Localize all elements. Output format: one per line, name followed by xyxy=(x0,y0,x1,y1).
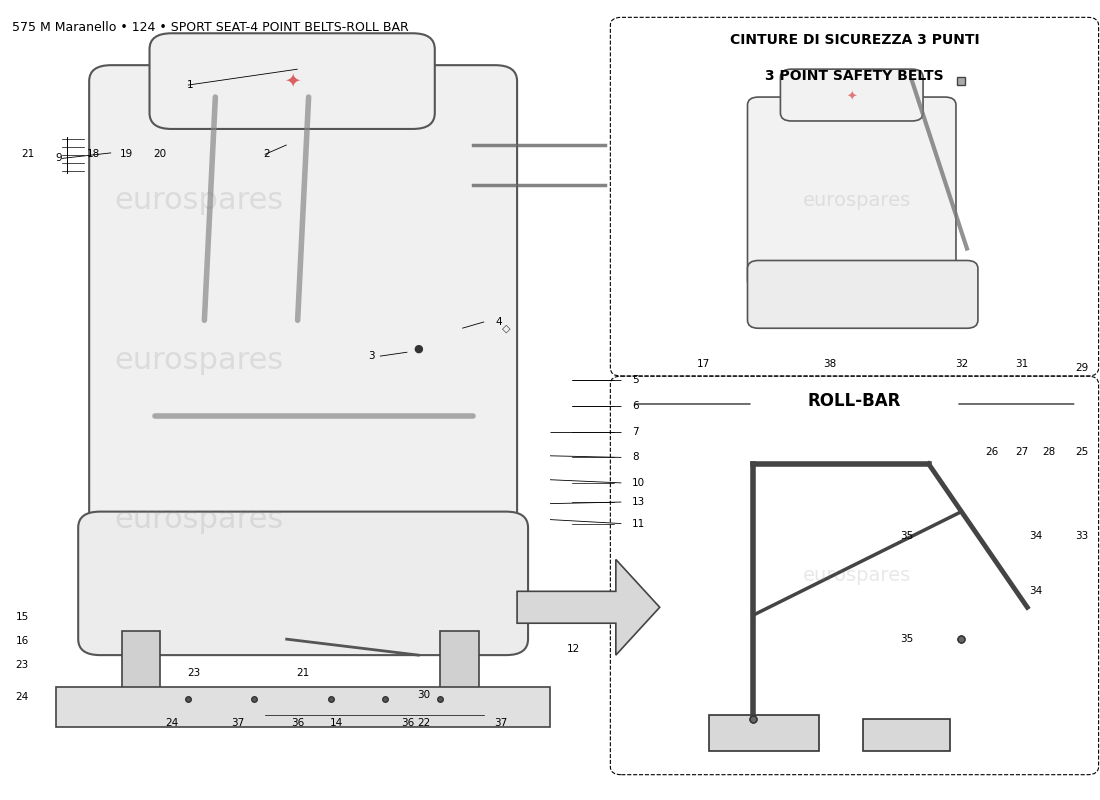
Text: 17: 17 xyxy=(697,359,711,369)
Text: 34: 34 xyxy=(1030,586,1043,596)
Text: 575 M Maranello • 124 • SPORT SEAT-4 POINT BELTS-ROLL BAR: 575 M Maranello • 124 • SPORT SEAT-4 POI… xyxy=(12,22,409,34)
Polygon shape xyxy=(122,631,161,695)
FancyBboxPatch shape xyxy=(89,65,517,559)
Text: 19: 19 xyxy=(120,150,133,159)
Text: 6: 6 xyxy=(632,402,639,411)
Text: 29: 29 xyxy=(1076,363,1089,373)
Text: ◇: ◇ xyxy=(502,323,510,334)
Text: 38: 38 xyxy=(823,359,836,369)
FancyBboxPatch shape xyxy=(862,719,950,750)
FancyBboxPatch shape xyxy=(748,97,956,288)
Text: 26: 26 xyxy=(986,447,999,457)
Text: 7: 7 xyxy=(632,427,639,437)
Text: 32: 32 xyxy=(955,359,968,369)
Text: 31: 31 xyxy=(1015,359,1028,369)
Text: 18: 18 xyxy=(87,150,100,159)
Text: 37: 37 xyxy=(231,718,244,728)
Text: ✦: ✦ xyxy=(847,90,857,103)
Text: 3 POINT SAFETY BELTS: 3 POINT SAFETY BELTS xyxy=(766,69,944,83)
Text: 21: 21 xyxy=(297,668,310,678)
Text: 3: 3 xyxy=(367,351,374,361)
Text: 15: 15 xyxy=(15,612,29,622)
Text: 2: 2 xyxy=(264,150,271,159)
FancyBboxPatch shape xyxy=(78,512,528,655)
Text: 23: 23 xyxy=(187,668,200,678)
Text: 20: 20 xyxy=(153,150,166,159)
Text: 9: 9 xyxy=(55,154,62,163)
Polygon shape xyxy=(440,631,478,695)
Text: 16: 16 xyxy=(15,636,29,646)
Text: ✦: ✦ xyxy=(284,72,300,90)
Text: eurospares: eurospares xyxy=(114,505,284,534)
Polygon shape xyxy=(517,559,660,655)
Text: 30: 30 xyxy=(417,690,430,700)
Text: eurospares: eurospares xyxy=(114,186,284,215)
Text: 27: 27 xyxy=(1015,447,1028,457)
Text: 8: 8 xyxy=(632,452,639,462)
Text: 36: 36 xyxy=(400,718,414,728)
Text: 23: 23 xyxy=(15,660,29,670)
Text: 21: 21 xyxy=(21,150,34,159)
Text: 34: 34 xyxy=(1030,530,1043,541)
Text: 1: 1 xyxy=(187,80,194,90)
Text: eurospares: eurospares xyxy=(803,191,911,210)
FancyBboxPatch shape xyxy=(56,687,550,727)
Text: 10: 10 xyxy=(632,478,646,488)
FancyBboxPatch shape xyxy=(780,69,923,121)
Text: 35: 35 xyxy=(900,530,913,541)
Text: CINTURE DI SICUREZZA 3 PUNTI: CINTURE DI SICUREZZA 3 PUNTI xyxy=(729,34,979,47)
Text: 36: 36 xyxy=(292,718,305,728)
Text: 37: 37 xyxy=(494,718,507,728)
Text: eurospares: eurospares xyxy=(803,566,911,585)
Text: 4: 4 xyxy=(495,317,502,327)
Text: 25: 25 xyxy=(1076,447,1089,457)
Text: 12: 12 xyxy=(566,644,580,654)
Text: 14: 14 xyxy=(329,718,343,728)
Text: ROLL-BAR: ROLL-BAR xyxy=(807,392,901,410)
Text: 5: 5 xyxy=(632,375,639,385)
Text: 35: 35 xyxy=(900,634,913,644)
Text: 13: 13 xyxy=(632,497,646,507)
Text: 24: 24 xyxy=(15,691,29,702)
FancyBboxPatch shape xyxy=(150,34,435,129)
Text: ●: ● xyxy=(414,343,424,353)
Text: 28: 28 xyxy=(1043,447,1056,457)
Text: 11: 11 xyxy=(632,518,646,529)
FancyBboxPatch shape xyxy=(748,261,978,328)
Text: eurospares: eurospares xyxy=(114,346,284,374)
Text: 24: 24 xyxy=(165,718,178,728)
Text: 33: 33 xyxy=(1076,530,1089,541)
Text: 22: 22 xyxy=(417,718,430,728)
FancyBboxPatch shape xyxy=(710,715,818,750)
